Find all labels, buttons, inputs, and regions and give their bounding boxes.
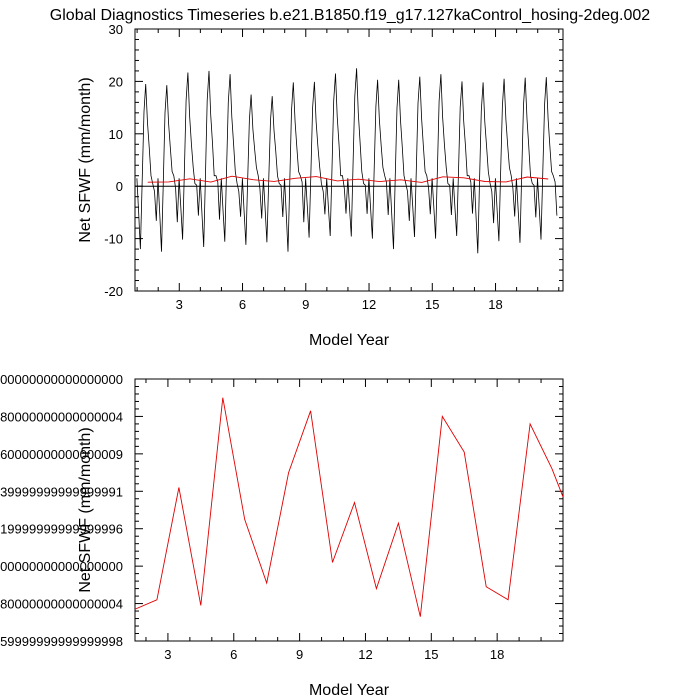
bottom-x-tick-label: 6 (230, 647, 237, 662)
top-y-tick-label: -10 (104, 232, 123, 247)
bottom-x-tick-label: 3 (164, 647, 171, 662)
bottom-y-tick-label: 0.59999999999999998 (0, 634, 123, 649)
bottom-xlabel: Model Year (309, 682, 390, 699)
bottom-x-tick-label: 12 (358, 647, 372, 662)
top-x-tick-label: 3 (176, 297, 183, 312)
top-x-tick-label: 12 (362, 297, 376, 312)
bottom-x-tick-label: 15 (424, 647, 438, 662)
top-monthly-series-line (136, 68, 558, 254)
bottom-y-tick-label: 1.00000000000000000 (0, 559, 123, 574)
bottom-y-tick-label: 2.00000000000000000 (0, 372, 123, 387)
top-y-tick-label: 30 (109, 22, 123, 37)
top-plot-frame (134, 28, 564, 292)
top-xlabel: Model Year (309, 332, 390, 349)
bottom-y-tick-label: 1.39999999999999991 (0, 484, 123, 499)
top-x-tick-label: 9 (302, 297, 309, 312)
bottom-ylabel: Net SFWF (mm/month) (77, 427, 94, 592)
top-x-tick-label: 6 (239, 297, 246, 312)
top-annual-series-line (147, 175, 549, 183)
top-x-tick-label: 18 (488, 297, 502, 312)
top-y-tick-label: 20 (109, 74, 123, 89)
chart-title: Global Diagnostics Timeseries b.e21.B185… (50, 7, 651, 24)
top-y-tick-label: -20 (104, 284, 123, 299)
top-y-tick-label: 10 (109, 127, 123, 142)
bottom-plot-frame (134, 378, 564, 642)
bottom-y-tick-label: 1.80000000000000004 (0, 409, 123, 424)
bottom-annual-series-line (135, 397, 563, 617)
top-panel: Model Year Net SFWF (mm/month) 3 6 9 12 15 18… (77, 22, 564, 349)
bottom-y-tick-label: 1.60000000000000009 (0, 447, 123, 462)
top-x-tick-label: 15 (425, 297, 439, 312)
bottom-x-tick-label: 18 (490, 647, 504, 662)
top-ylabel: Net SFWF (mm/month) (77, 77, 94, 242)
bottom-y-tick-label: 1.19999999999999996 (0, 522, 123, 537)
bottom-y-tick-label: 0.80000000000000004 (0, 597, 123, 612)
top-y-tick-label: 0 (116, 179, 123, 194)
bottom-x-tick-label: 9 (296, 647, 303, 662)
bottom-panel: Model Year Net SFWF (mm/month) 3 6 9 12 15 18… (0, 372, 564, 699)
